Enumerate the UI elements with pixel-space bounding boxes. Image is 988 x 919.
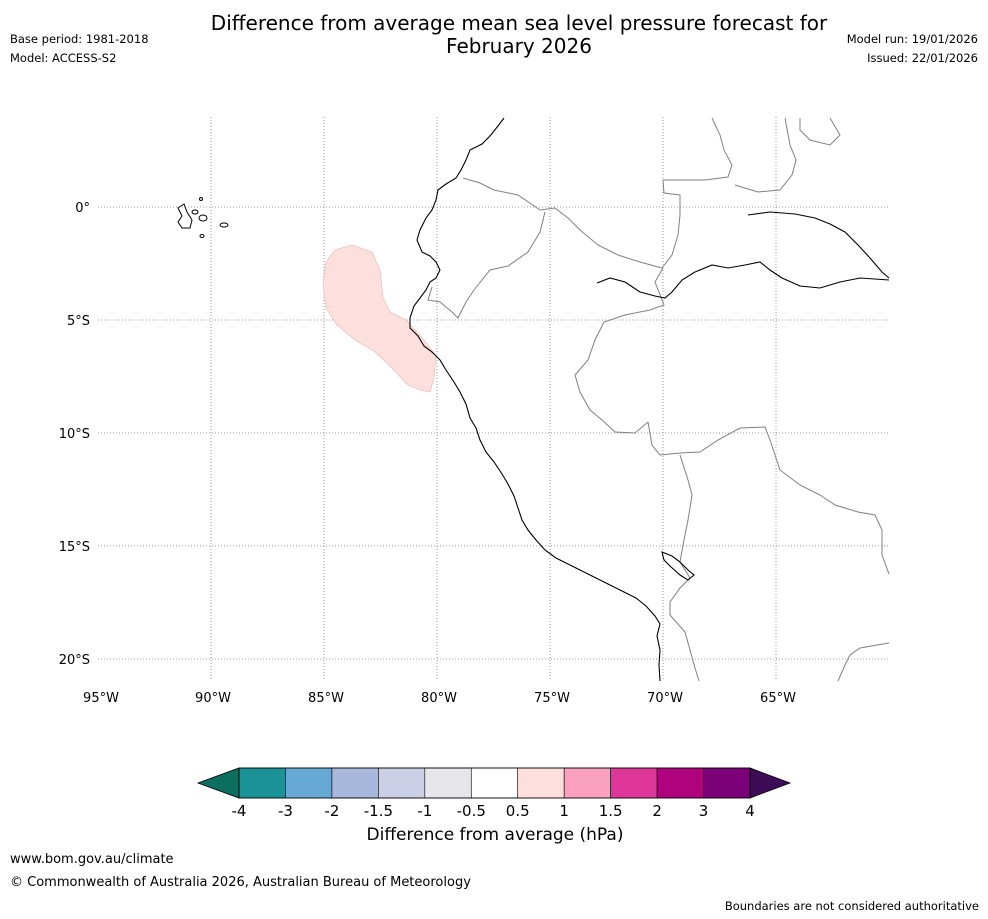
footer-copyright: © Commonwealth of Australia 2026, Austra…: [10, 875, 471, 890]
base-period: Base period: 1981-2018: [10, 32, 149, 46]
anomaly-region: [322, 244, 437, 393]
coastline-titicaca: [661, 551, 695, 581]
lat-label-10s: 10°S: [59, 427, 90, 442]
colorbar: -4 -3 -2 -1.5 -1 -0.5 0.5 1 1.5 2 3 4: [196, 767, 792, 820]
lon-label-80w: 80°W: [421, 691, 457, 706]
colorbar-tick-label: 3: [699, 802, 709, 820]
border-peru-brazil: [647, 421, 890, 575]
colorbar-segment: [563, 767, 611, 799]
lon-label-85w: 85°W: [308, 691, 344, 706]
meta-right: Model run: 19/01/2026 Issued: 22/01/2026: [847, 32, 978, 70]
colorbar-segment: [424, 767, 472, 799]
colorbar-tick-label: -4: [232, 802, 247, 820]
title-line-1: Difference from average mean sea level p…: [210, 11, 828, 35]
colorbar-segment: [285, 767, 333, 799]
border-colombia-venezuela: [661, 117, 733, 269]
island-santiago: [191, 209, 199, 215]
colorbar-segments: [238, 767, 751, 799]
colorbar-segment: [610, 767, 658, 799]
axis-labels: 95°W 90°W 85°W 80°W 75°W 70°W 65°W 0° 5°…: [59, 201, 796, 706]
gridlines: [98, 117, 889, 681]
colorbar-segment: [378, 767, 426, 799]
colorbar-tick-label: 1: [559, 802, 569, 820]
model-run: Model run: 19/01/2026: [846, 32, 978, 46]
colorbar-segment: [703, 767, 751, 799]
lon-label-90w: 90°W: [195, 691, 231, 706]
model-name: Model: ACCESS-S2: [10, 51, 117, 65]
colorbar-extend-low: [196, 767, 240, 799]
border-colombia-brazil: [574, 267, 665, 434]
island-floreana: [199, 234, 205, 238]
coastline-amazon-river: [596, 261, 890, 299]
title-line-2: February 2026: [446, 34, 592, 58]
island-isabela: [177, 203, 193, 229]
island-genovesa: [199, 197, 203, 201]
country-borders: [427, 117, 890, 682]
island-santa-cruz: [198, 214, 208, 222]
colorbar-segment: [470, 767, 519, 799]
border-venezuela-brazil: [734, 117, 797, 193]
lon-label-65w: 65°W: [760, 691, 796, 706]
colorbar-tick-label: -3: [278, 802, 293, 820]
border-ecuador-peru: [427, 211, 546, 319]
border-bolivia-brazil: [837, 642, 890, 682]
colorbar-ticks: -4 -3 -2 -1.5 -1 -0.5 0.5 1 1.5 2 3 4: [232, 802, 755, 820]
footer-url[interactable]: www.bom.gov.au/climate: [10, 852, 174, 867]
map-title: Difference from average mean sea level p…: [150, 12, 888, 58]
colorbar-frame: [238, 767, 751, 799]
issued-date: Issued: 22/01/2026: [867, 51, 978, 65]
lon-label-70w: 70°W: [647, 691, 683, 706]
colorbar-tick-label: -1.5: [364, 802, 393, 820]
colorbar-segment: [517, 767, 565, 799]
colorbar-tick-label: -0.5: [457, 802, 486, 820]
colorbar-tick-label: 4: [745, 802, 755, 820]
colorbar-tick-label: 1.5: [599, 802, 623, 820]
galapagos-islands: [177, 197, 229, 238]
colorbar-tick-label: 2: [652, 802, 662, 820]
coastlines: [409, 117, 890, 682]
colorbar-tick-label: 0.5: [506, 802, 530, 820]
lon-label-95w: 95°W: [83, 691, 119, 706]
colorbar-tick-label: -1: [417, 802, 432, 820]
colorbar-segment: [238, 767, 286, 799]
meta-left: Base period: 1981-2018 Model: ACCESS-S2: [10, 32, 149, 70]
coastline-pacific: [409, 117, 661, 682]
border-guyana: [799, 117, 841, 146]
border-peru-bolivia: [669, 454, 700, 682]
footer-disclaimer: Boundaries are not considered authoritat…: [724, 899, 979, 913]
colorbar-tick-label: -2: [324, 802, 339, 820]
lat-label-20s: 20°S: [59, 653, 90, 668]
island-san-cristobal: [219, 222, 229, 228]
colorbar-extend-high: [749, 767, 792, 799]
lat-label-0: 0°: [75, 201, 90, 216]
lat-label-15s: 15°S: [59, 540, 90, 555]
coastline-rio-negro: [747, 211, 890, 279]
border-ecuador-colombia: [462, 177, 663, 269]
lon-label-75w: 75°W: [534, 691, 570, 706]
colorbar-label: Difference from average (hPa): [366, 825, 624, 845]
colorbar-segment: [331, 767, 379, 799]
lat-label-5s: 5°S: [67, 314, 90, 329]
colorbar-segment: [656, 767, 704, 799]
